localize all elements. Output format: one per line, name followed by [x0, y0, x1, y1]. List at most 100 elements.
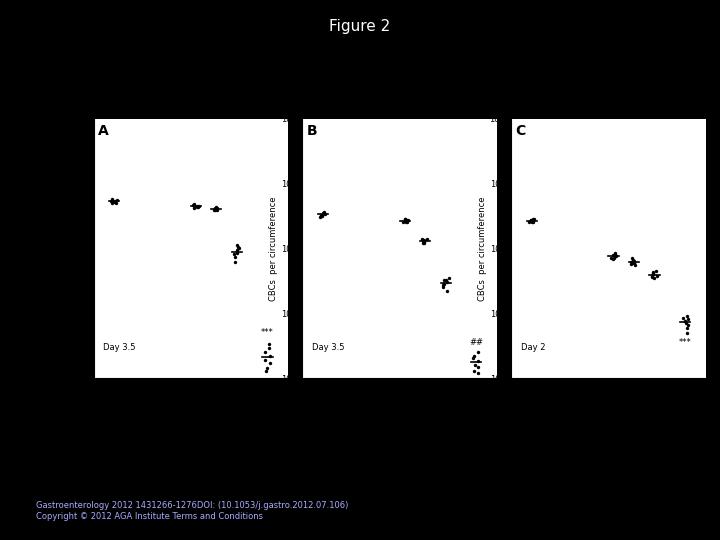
Y-axis label: CBCs  per circumference: CBCs per circumference [478, 196, 487, 301]
Point [472, 357, 483, 366]
Point [609, 248, 621, 257]
Point [229, 258, 240, 266]
X-axis label: Radiation Dose (Gy): Radiation Dose (Gy) [142, 400, 240, 410]
Point [418, 239, 429, 247]
Point [525, 215, 536, 224]
Point [440, 276, 451, 285]
Point [320, 210, 331, 218]
Point [606, 254, 617, 263]
Point [261, 364, 273, 373]
Point [469, 361, 481, 369]
Point [646, 272, 657, 281]
Point [261, 367, 272, 375]
Point [610, 252, 621, 261]
Point [318, 208, 330, 217]
Point [106, 197, 117, 205]
Point [417, 234, 428, 243]
Point [609, 249, 621, 258]
Point [680, 319, 692, 328]
Point [111, 195, 122, 204]
Point [193, 202, 204, 211]
Point [232, 246, 243, 255]
Point [417, 237, 428, 245]
Point [467, 354, 479, 363]
Point [651, 271, 662, 280]
X-axis label: Radiation Dose (Gy): Radiation Dose (Gy) [559, 400, 657, 410]
Text: C: C [515, 124, 526, 138]
Point [629, 261, 641, 269]
Point [647, 268, 659, 276]
Point [472, 368, 484, 377]
Point [608, 255, 619, 264]
Point [626, 258, 637, 266]
Point [229, 253, 240, 261]
Point [191, 203, 202, 212]
Y-axis label: CBCs  per circumference: CBCs per circumference [269, 196, 278, 301]
Text: ##: ## [469, 338, 483, 347]
Text: Day 3.5: Day 3.5 [312, 343, 345, 352]
Point [192, 201, 203, 210]
Point [608, 251, 619, 259]
Point [228, 250, 240, 259]
Text: B: B [306, 124, 317, 138]
Point [314, 212, 325, 221]
Point [397, 217, 408, 226]
Point [626, 254, 637, 263]
Point [441, 287, 453, 295]
Point [211, 206, 222, 214]
Point [400, 214, 411, 223]
Point [678, 313, 689, 322]
Point [109, 197, 120, 205]
Point [681, 328, 693, 337]
Point [315, 211, 326, 220]
Text: ***: *** [261, 328, 274, 337]
Point [647, 270, 659, 279]
Point [628, 256, 639, 265]
Point [402, 216, 413, 225]
Point [231, 248, 243, 257]
Point [681, 323, 693, 332]
Point [402, 215, 413, 224]
Y-axis label: Surviving Crypts/Circumference: Surviving Crypts/Circumference [60, 181, 69, 315]
Point [211, 204, 222, 213]
Point [316, 212, 328, 220]
Point [317, 209, 328, 218]
Point [625, 259, 636, 268]
Point [232, 242, 243, 251]
Point [402, 218, 413, 226]
Point [265, 352, 276, 360]
Point [438, 283, 449, 292]
Point [187, 201, 199, 210]
Point [438, 280, 450, 288]
Point [526, 217, 538, 226]
Point [682, 321, 693, 329]
Point [468, 352, 480, 360]
Point [192, 202, 204, 211]
Point [401, 217, 413, 225]
Point [528, 215, 540, 224]
Point [208, 205, 220, 214]
Point [523, 218, 535, 226]
Point [188, 200, 199, 209]
Text: Day 3.5: Day 3.5 [104, 343, 136, 352]
Point [106, 194, 117, 203]
Point [419, 235, 431, 244]
Point [472, 348, 484, 356]
Point [109, 198, 121, 207]
Point [418, 237, 430, 246]
Point [210, 205, 221, 213]
X-axis label: Radiation Dose (Gy): Radiation Dose (Gy) [351, 400, 449, 410]
Point [629, 259, 640, 267]
Point [421, 235, 433, 244]
Point [400, 218, 412, 226]
Point [472, 362, 484, 371]
Point [682, 312, 693, 320]
Point [442, 278, 454, 287]
Text: Day 2: Day 2 [521, 343, 546, 352]
Point [608, 253, 620, 262]
Point [527, 218, 539, 226]
Point [233, 244, 244, 252]
Point [438, 275, 449, 284]
Text: Copyright © 2012 AGA Institute Terms and Conditions: Copyright © 2012 AGA Institute Terms and… [36, 512, 263, 521]
Point [418, 239, 430, 247]
